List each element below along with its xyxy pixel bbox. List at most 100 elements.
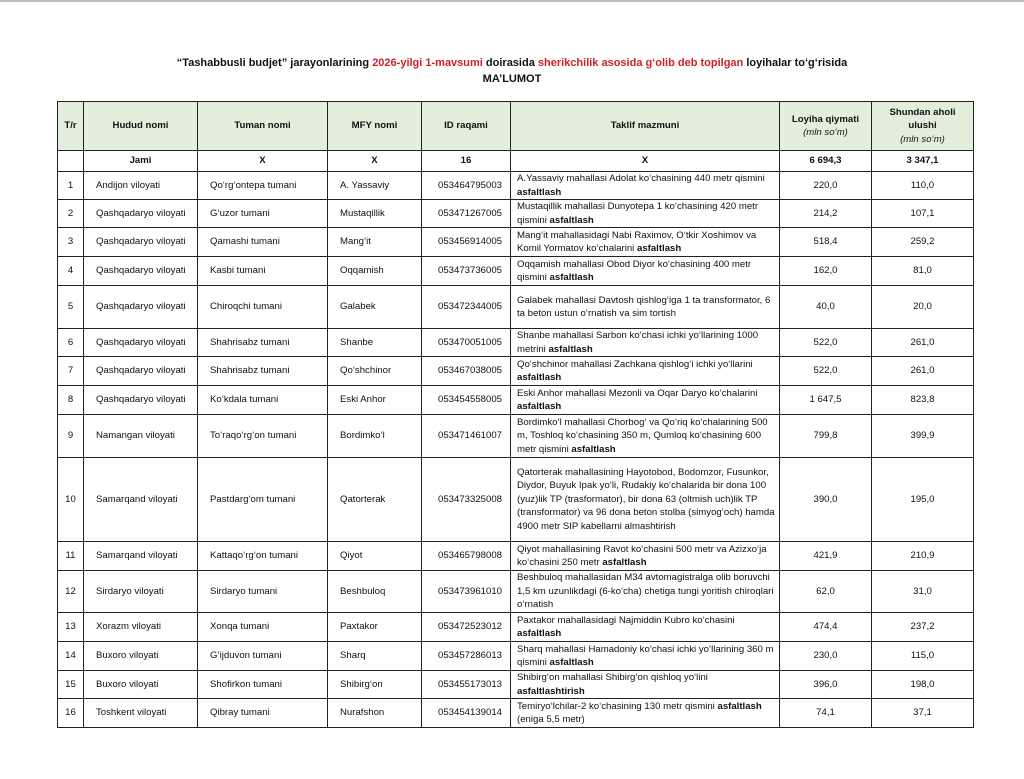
proposal-cell: Bordimko‘l mahallasi Chorbog‘ va Qo‘riq … bbox=[510, 414, 780, 458]
region-cell: Qashqadaryo viloyati bbox=[83, 227, 198, 257]
table-row: 9 Namangan viloyati To‘raqo‘rg‘on tumani Bo… bbox=[57, 414, 974, 458]
row-number: 11 bbox=[57, 541, 84, 571]
proposal-bold: asfaltlash bbox=[517, 628, 562, 639]
row-number: 9 bbox=[57, 414, 84, 458]
id-cell: 053454139014 bbox=[421, 698, 511, 728]
share-cell: 195,0 bbox=[871, 457, 974, 542]
proposal-bold: asfaltlash bbox=[636, 243, 682, 254]
table-row: 4 Qashqadaryo viloyati Kasbi tumani Oqqamis… bbox=[57, 256, 974, 286]
proposal-bold: asfaltlash bbox=[571, 443, 616, 455]
cost-cell: 220,0 bbox=[779, 171, 872, 200]
share-cell: 261,0 bbox=[871, 356, 974, 386]
col-mfy: MFY nomi bbox=[327, 101, 422, 151]
mfy-cell: A. Yassaviy bbox=[327, 171, 422, 200]
proposal-bold: asfaltlash bbox=[517, 372, 562, 383]
row-number: 3 bbox=[57, 227, 84, 257]
proposal-cell: Galabek mahallasi Davtosh qishlog‘iga 1 … bbox=[510, 285, 780, 329]
id-cell: 053467038005 bbox=[421, 356, 511, 386]
share-cell: 37,1 bbox=[871, 698, 974, 728]
cost-cell: 390,0 bbox=[779, 457, 872, 542]
proposal-pre: Qo‘shchinor mahallasi Zachkana qishlog‘i… bbox=[517, 358, 753, 370]
district-cell: Shofirkon tumani bbox=[197, 670, 328, 699]
region-cell: Sirdaryo viloyati bbox=[83, 570, 198, 613]
row-number: 7 bbox=[57, 356, 84, 386]
proposal-cell: Shanbe mahallasi Sarbon ko‘chasi ichki y… bbox=[510, 328, 780, 357]
header-row: T/r Hudud nomi Tuman nomi MFY nomi ID ra… bbox=[57, 101, 974, 151]
mfy-cell: Oqqamish bbox=[327, 256, 422, 286]
col-share: Shundan aholi ulushi (mln so‘m) bbox=[871, 101, 974, 151]
share-cell: 259,2 bbox=[871, 227, 974, 257]
cost-cell: 74,1 bbox=[779, 698, 872, 728]
cost-cell: 214,2 bbox=[779, 199, 872, 228]
id-cell: 053473325008 bbox=[421, 457, 511, 542]
proposal-pre: A.Yassaviy mahallasi Adolat ko‘chasining… bbox=[517, 173, 765, 184]
proposal-pre: Galabek mahallasi Davtosh qishlog‘iga 1 … bbox=[517, 294, 771, 320]
proposal-bold: asfaltlash bbox=[549, 657, 594, 668]
mfy-cell: Shibirg‘on bbox=[327, 670, 422, 699]
district-cell: To‘raqo‘rg‘on tumani bbox=[197, 414, 328, 458]
region-cell: Qashqadaryo viloyati bbox=[83, 256, 198, 286]
proposal-bold: asfaltlash bbox=[717, 700, 762, 712]
proposal-pre: Eski Anhor mahallasi Mezonli va Oqar Dar… bbox=[517, 387, 758, 399]
region-cell: Qashqadaryo viloyati bbox=[83, 356, 198, 386]
id-cell: 053472344005 bbox=[421, 285, 511, 329]
table-row: 16 Toshkent viloyati Qibray tumani Nurafsho… bbox=[57, 698, 974, 728]
proposal-pre: Shanbe mahallasi Sarbon ko‘chasi ichki y… bbox=[517, 330, 759, 355]
cost-cell: 1 647,5 bbox=[779, 385, 872, 415]
proposal-pre: Bordimko‘l mahallasi Chorbog‘ va Qo‘riq … bbox=[517, 416, 768, 455]
proposal-bold: asfaltlash bbox=[517, 186, 562, 198]
row-number: 14 bbox=[57, 641, 84, 671]
proposal-bold: asfaltlash bbox=[602, 557, 647, 568]
mfy-cell: Sharq bbox=[327, 641, 422, 671]
proposal-pre: Qiyot mahallasining Ravot ko‘chasini 500… bbox=[517, 543, 767, 569]
mfy-cell: Paxtakor bbox=[327, 612, 422, 642]
proposal-pre: Mang‘it mahallasidagi Nabi Raximov, O‘tk… bbox=[517, 229, 757, 255]
table-row: 8 Qashqadaryo viloyati Ko‘kdala tumani Eski… bbox=[57, 385, 974, 415]
table-row: 2 Qashqadaryo viloyati G‘uzor tumani Mustaq… bbox=[57, 199, 974, 228]
id-cell: 053473961010 bbox=[421, 570, 511, 613]
proposal-pre: Paxtakor mahallasidagi Najmiddin Kubro k… bbox=[517, 614, 735, 626]
row-number: 1 bbox=[57, 171, 84, 200]
proposal-bold: asfaltlash bbox=[549, 272, 594, 283]
proposal-bold: asfaltlash bbox=[517, 401, 562, 412]
table-row: 10 Samarqand viloyati Pastdarg‘om tumani Qa… bbox=[57, 457, 974, 542]
table-row: 14 Buxoro viloyati G‘ijduvon tumani Sharq 05… bbox=[57, 641, 974, 671]
share-cell: 198,0 bbox=[871, 670, 974, 699]
cost-cell: 799,8 bbox=[779, 414, 872, 458]
cost-cell: 421,9 bbox=[779, 541, 872, 571]
mfy-cell: Qiyot bbox=[327, 541, 422, 571]
proposal-cell: Qo‘shchinor mahallasi Zachkana qishlog‘i… bbox=[510, 356, 780, 386]
region-cell: Buxoro viloyati bbox=[83, 641, 198, 671]
table-row: 11 Samarqand viloyati Kattaqo‘rg‘on tumani… bbox=[57, 541, 974, 571]
proposal-pre: Mustaqillik mahallasi Dunyotepa 1 ko‘cha… bbox=[517, 201, 759, 226]
share-cell: 115,0 bbox=[871, 641, 974, 671]
col-district: Tuman nomi bbox=[197, 101, 328, 151]
region-cell: Qashqadaryo viloyati bbox=[83, 285, 198, 329]
row-number: 5 bbox=[57, 285, 84, 329]
col-cost: Loyiha qiymati (mln so‘m) bbox=[779, 101, 872, 151]
id-cell: 053454558005 bbox=[421, 385, 511, 415]
region-cell: Buxoro viloyati bbox=[83, 670, 198, 699]
proposal-cell: Shibirg‘on mahallasi Shibirg‘on qishloq … bbox=[510, 670, 780, 699]
id-cell: 053471267005 bbox=[421, 199, 511, 228]
district-cell: Chiroqchi tumani bbox=[197, 285, 328, 329]
title-line-1: “Tashabbusli budjet” jarayonlarining 202… bbox=[176, 57, 848, 69]
mfy-cell: Shanbe bbox=[327, 328, 422, 357]
table-row: 12 Sirdaryo viloyati Sirdaryo tumani Beshbu… bbox=[57, 570, 974, 613]
region-cell: Qashqadaryo viloyati bbox=[83, 385, 198, 415]
row-number: 8 bbox=[57, 385, 84, 415]
table-row: 15 Buxoro viloyati Shofirkon tumani Shibirg… bbox=[57, 670, 974, 699]
share-cell: 81,0 bbox=[871, 256, 974, 286]
district-cell: Pastdarg‘om tumani bbox=[197, 457, 328, 542]
id-cell: 053465798008 bbox=[421, 541, 511, 571]
district-cell: Qibray tumani bbox=[197, 698, 328, 728]
district-cell: Kattaqo‘rg‘on tumani bbox=[197, 541, 328, 571]
mfy-cell: Bordimko‘l bbox=[327, 414, 422, 458]
district-cell: G‘ijduvon tumani bbox=[197, 641, 328, 671]
proposal-post: (eniga 5,5 metr) bbox=[517, 714, 585, 725]
cost-cell: 230,0 bbox=[779, 641, 872, 671]
proposal-cell: Oqqamish mahallasi Obod Diyor ko‘chasini… bbox=[510, 256, 780, 286]
district-cell: G‘uzor tumani bbox=[197, 199, 328, 228]
projects-table: T/r Hudud nomi Tuman nomi MFY nomi ID ra… bbox=[57, 101, 974, 728]
row-number: 12 bbox=[57, 570, 84, 613]
